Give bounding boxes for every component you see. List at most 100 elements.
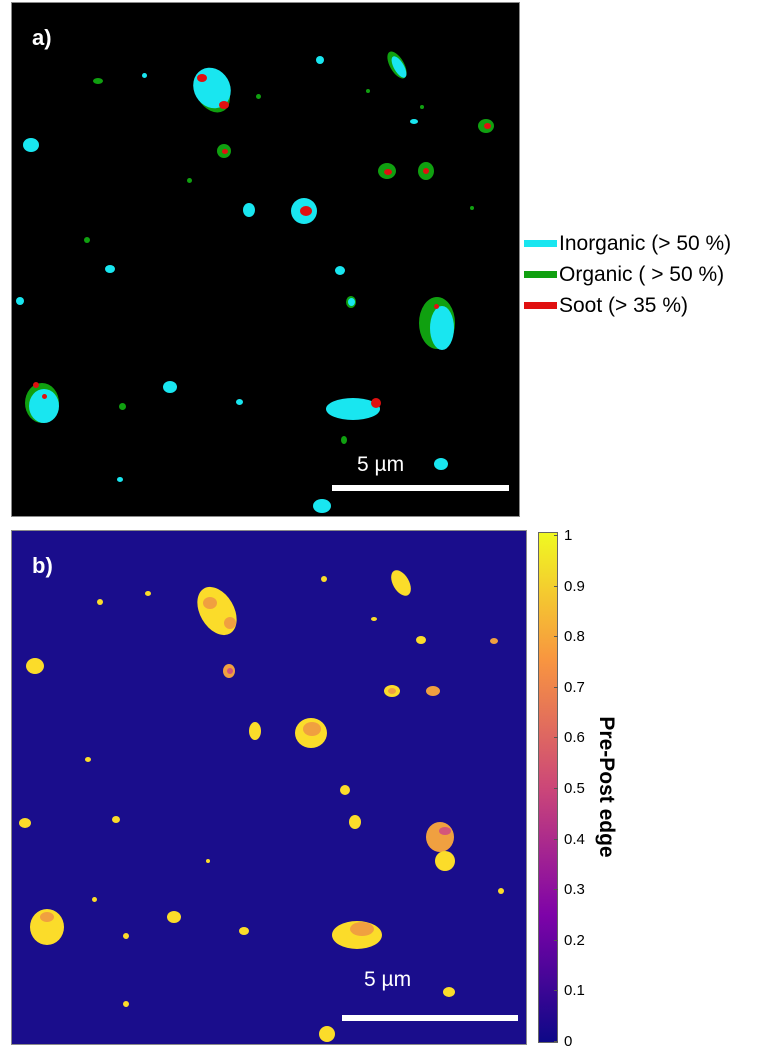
particle: [366, 89, 370, 93]
particle: [203, 597, 217, 609]
colorbar-tick-label: 0.7: [564, 678, 585, 696]
particle: [319, 1026, 335, 1042]
particle: [84, 237, 90, 243]
particle: [141, 72, 147, 78]
colorbar-tick-mark: [554, 636, 558, 638]
particle: [197, 74, 207, 82]
particle: [350, 922, 374, 936]
colorbar-tick-label: 0.9: [564, 577, 585, 595]
particle: [19, 818, 31, 828]
particle: [498, 888, 504, 894]
particle: [426, 686, 440, 696]
colorbar-tick-mark: [554, 838, 558, 840]
panel-b-scalebar: [342, 1015, 518, 1021]
colorbar-tick-mark: [554, 889, 558, 891]
legend-item-soot: Soot (> 35 %): [524, 290, 731, 321]
particle: [185, 60, 239, 116]
particle: [470, 206, 474, 210]
particle: [26, 658, 44, 674]
colorbar-tick-label: 0: [564, 1033, 573, 1050]
particle: [439, 827, 451, 835]
particle: [384, 169, 392, 175]
particle: [23, 138, 39, 152]
legend-item-inorganic: Inorganic (> 50 %): [524, 228, 731, 259]
particle: [163, 381, 177, 393]
particle: [426, 822, 454, 852]
legend-item-organic: Organic ( > 50 %): [524, 259, 731, 290]
colorbar-tick-label: 0.1: [564, 982, 585, 1000]
particle: [123, 1001, 129, 1007]
particle: [349, 815, 361, 829]
particle: [243, 203, 255, 217]
colorbar: [538, 532, 558, 1043]
colorbar-tick-mark: [554, 737, 558, 739]
legend: Inorganic (> 50 %) Organic ( > 50 %) Soo…: [524, 228, 731, 321]
particle: [313, 499, 331, 513]
particle: [167, 911, 181, 923]
particle: [255, 93, 261, 99]
legend-swatch-soot: [524, 302, 557, 309]
panel-b-pre-post-edge-map: b) 5 µm: [11, 530, 527, 1045]
particle: [326, 398, 380, 420]
legend-swatch-inorganic: [524, 240, 557, 247]
particle: [123, 933, 129, 939]
colorbar-tick-label: 1: [564, 527, 573, 544]
particle: [186, 177, 192, 183]
colorbar-tick-label: 0.6: [564, 729, 585, 747]
particle: [222, 148, 228, 154]
particle: [235, 399, 243, 405]
particle: [97, 599, 103, 605]
particle: [189, 579, 245, 643]
particle: [145, 590, 151, 596]
panel-b-label: b): [32, 553, 53, 578]
particle: [371, 398, 381, 408]
particle: [33, 382, 39, 388]
particle: [388, 688, 396, 694]
colorbar-tick-mark: [554, 939, 558, 941]
particle: [300, 206, 312, 216]
colorbar-label: Pre-Post edge: [595, 716, 618, 858]
particle: [490, 638, 498, 644]
particle: [341, 436, 347, 444]
particle: [335, 265, 345, 275]
particle: [206, 859, 210, 863]
panel-a-scalebar: [332, 485, 509, 491]
particle: [347, 298, 355, 306]
particle: [219, 101, 229, 109]
particle: [321, 576, 327, 582]
particle: [93, 78, 103, 84]
legend-label-soot: Soot (> 35 %): [559, 293, 688, 317]
particle: [303, 722, 321, 736]
particle: [410, 118, 418, 124]
particle: [40, 912, 54, 922]
colorbar-tick-mark: [554, 788, 558, 789]
colorbar-tick-label: 0.3: [564, 881, 585, 899]
panel-b-scalebar-label: 5 µm: [364, 968, 412, 991]
particle: [434, 458, 448, 470]
colorbar-tick-mark: [554, 535, 558, 536]
panel-a-label: a): [32, 25, 52, 50]
particle: [117, 476, 123, 482]
particle: [435, 851, 455, 871]
legend-label-inorganic: Inorganic (> 50 %): [559, 231, 732, 255]
particle: [118, 402, 126, 410]
particle: [420, 105, 424, 109]
particle: [41, 393, 47, 399]
particle: [227, 668, 233, 674]
particle: [249, 722, 261, 740]
particle: [387, 566, 415, 600]
particle: [423, 168, 429, 174]
colorbar-tick-label: 0.8: [564, 628, 585, 646]
legend-swatch-organic: [524, 271, 557, 278]
particle: [224, 617, 236, 629]
particle: [340, 785, 350, 795]
particle: [483, 123, 491, 129]
colorbar-tick-mark: [554, 585, 558, 587]
colorbar-tick-label: 0.5: [564, 780, 585, 797]
particle: [430, 306, 454, 350]
particle: [85, 756, 91, 762]
colorbar-tick-mark: [554, 1041, 558, 1042]
legend-label-organic: Organic ( > 50 %): [559, 262, 725, 286]
particle: [443, 987, 455, 997]
panel-a-scalebar-label: 5 µm: [357, 453, 405, 476]
